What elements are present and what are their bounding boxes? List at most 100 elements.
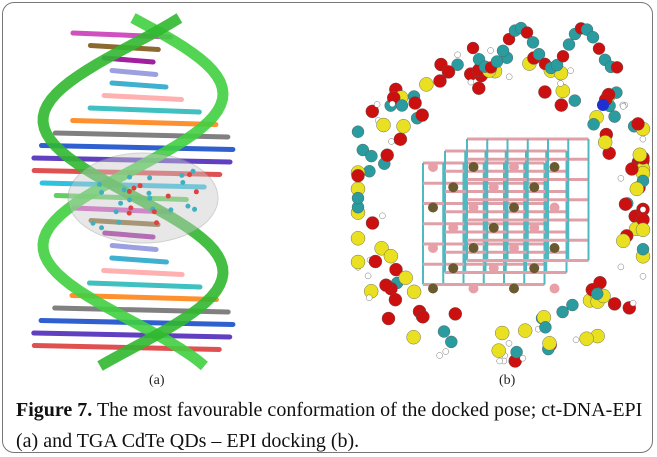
atom [539,321,551,333]
atom [469,203,479,213]
atom [625,163,638,176]
atom [469,162,479,172]
atom [527,36,539,48]
atom [497,358,503,364]
atom [448,182,458,192]
atom [636,223,650,237]
atom [488,48,494,54]
atom [630,300,636,306]
atom [616,234,630,248]
atom [365,150,377,162]
atom [506,74,512,80]
atom [550,162,560,172]
atom [428,243,438,253]
atom [428,284,438,294]
base-pair [73,121,216,125]
atom [509,203,519,213]
ligand-atom [118,201,123,206]
atom [396,100,408,112]
atom [640,273,646,279]
base-pair [89,283,199,287]
atom [389,101,395,107]
atom [369,255,382,268]
base-pair [104,96,181,100]
atom [520,355,526,361]
atom [455,52,461,58]
ligand-atom [138,183,143,188]
base-pair [112,258,167,262]
atom [428,162,438,172]
atom [489,182,499,192]
atom [352,169,365,182]
atom [399,271,413,285]
ligand-atom [187,172,192,177]
atom [587,31,599,43]
atom [566,299,578,311]
atom [382,312,395,325]
atom [467,42,479,54]
ligand-atom [99,190,104,195]
atom [380,279,393,292]
atom [529,263,539,273]
atom [443,349,449,355]
atom [497,45,509,57]
atom [491,56,503,68]
atom [449,307,462,320]
atom [492,344,506,358]
atom [550,284,560,294]
ligand-atom [192,207,197,212]
ligand-atom [154,220,159,225]
atom [352,192,364,204]
atom [381,149,394,162]
figure: (a) (b) Figure 7. The most favourable co… [2,2,653,453]
ligand-atom [127,211,132,216]
caption-text: The most favourable conformation of the … [16,399,642,452]
ligand-atom [185,204,190,209]
ligand-atom [131,186,136,191]
atom [409,97,422,110]
ligand-atom [127,197,132,202]
caption-label: Figure 7. [16,399,92,421]
atom [588,118,600,130]
atom [558,81,564,87]
atom [640,136,646,142]
ligand-atom [99,225,104,230]
atom [597,99,609,111]
atom [351,231,365,245]
atom [568,68,574,74]
base-pair [112,83,166,87]
atom [619,198,632,211]
atom [448,263,458,273]
ligand-atom [91,221,96,226]
atom [469,243,479,253]
atom [557,306,569,318]
atom [509,284,519,294]
ligand-atom [127,189,132,194]
atom [633,148,647,162]
atom [472,82,485,95]
atom [630,182,644,196]
atom [557,50,569,62]
caption: Figure 7. The most favourable conformati… [16,395,646,453]
atom [640,207,646,213]
atom [366,295,372,301]
ligand-atom [128,205,133,210]
atom [569,95,581,107]
panel-label: (a) [149,373,165,389]
ligand-atom [122,187,127,192]
atom [550,203,560,213]
atom [377,118,391,132]
atom [434,75,447,88]
atom [495,326,509,340]
ligand-atom [147,175,152,180]
atom [445,336,457,348]
atom [632,117,645,130]
ligand-atom [152,209,157,214]
atom [529,223,539,233]
ligand-atom [166,194,171,199]
atom [591,288,603,300]
atom [407,285,421,299]
base-pair [90,108,199,112]
atom [556,84,570,98]
atom [518,324,532,338]
